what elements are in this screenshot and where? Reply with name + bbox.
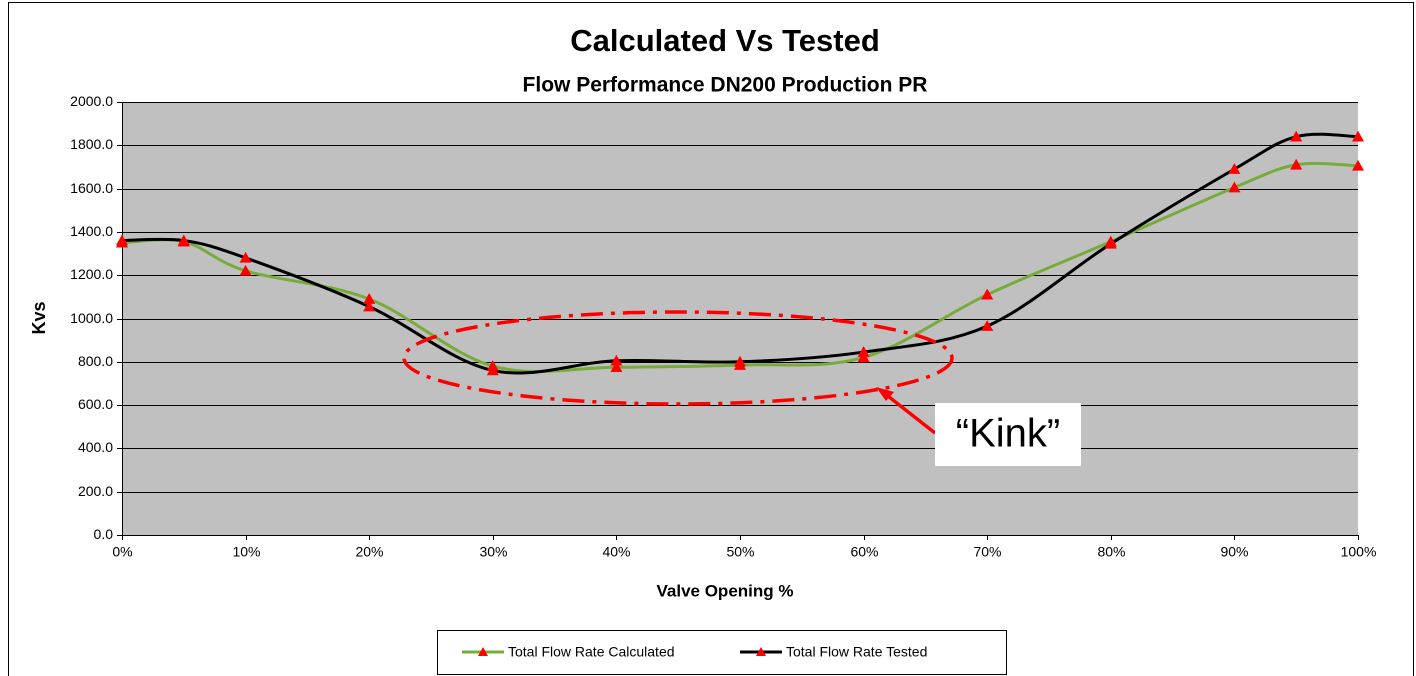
grid: 0.0 200.0 400.0 600.0 800.0 1000.0 1200.0 1400.… xyxy=(70,93,1376,560)
y-tick-label: 0.0 xyxy=(94,526,114,542)
legend-marker xyxy=(478,647,488,656)
y-tick-label: 200.0 xyxy=(78,483,113,499)
y-tick-label: 1400.0 xyxy=(70,223,113,239)
marker xyxy=(239,264,252,276)
marker xyxy=(1352,130,1364,142)
marker xyxy=(1104,237,1117,249)
marker xyxy=(734,355,746,367)
y-tick-label: 400.0 xyxy=(78,439,113,455)
chart-title: Calculated Vs Tested xyxy=(570,23,880,58)
annotation-box xyxy=(935,403,1081,466)
marker xyxy=(981,288,994,300)
frame xyxy=(8,2,1414,676)
lines xyxy=(116,130,1364,376)
marker xyxy=(610,361,623,373)
legend-marker xyxy=(756,647,766,656)
marker xyxy=(177,234,190,246)
marker xyxy=(363,293,376,304)
marker xyxy=(981,320,994,331)
y-tick-label: 2000.0 xyxy=(70,93,113,109)
x-tick-label: 40% xyxy=(602,544,630,560)
marker xyxy=(486,364,499,376)
x-tick-label: 10% xyxy=(232,544,260,560)
marker xyxy=(1290,158,1303,170)
y-tick-label: 1000.0 xyxy=(70,310,113,326)
x-tick-label: 30% xyxy=(479,544,507,560)
x-tick-label: 100% xyxy=(1341,544,1377,560)
marker xyxy=(1228,181,1241,193)
marker xyxy=(1352,159,1364,171)
legend-box xyxy=(437,630,1007,675)
y-tick-label: 1800.0 xyxy=(70,136,113,152)
y-tick-label: 800.0 xyxy=(78,353,113,369)
x-tick-label: 60% xyxy=(850,544,878,560)
plot-area xyxy=(122,102,1358,535)
marker xyxy=(857,351,870,363)
kink-ellipse xyxy=(402,310,954,406)
marker xyxy=(363,300,376,312)
marker xyxy=(857,346,870,357)
legend: Total Flow Rate Calculated Total Flow Rat… xyxy=(462,644,927,660)
x-tick-label: 70% xyxy=(973,544,1001,560)
x-tick-label: 20% xyxy=(355,544,383,560)
y-tick-label: 1600.0 xyxy=(70,180,113,196)
legend-label: Total Flow Rate Calculated xyxy=(508,644,675,660)
marker xyxy=(1228,163,1241,174)
marker xyxy=(610,354,623,366)
x-tick-label: 90% xyxy=(1220,544,1248,560)
chart-subtitle: Flow Performance DN200 Production PR xyxy=(523,74,928,97)
x-tick-label: 0% xyxy=(112,544,132,560)
y-axis-label: Kvs xyxy=(29,301,49,334)
y-tick-label: 600.0 xyxy=(78,396,113,412)
x-tick-label: 80% xyxy=(1097,544,1125,560)
marker xyxy=(1290,130,1303,142)
legend-label: Total Flow Rate Tested xyxy=(786,644,927,660)
x-axis-label: Valve Opening % xyxy=(657,581,794,600)
kink-arrowhead xyxy=(876,387,894,401)
annotation: “Kink” xyxy=(956,412,1060,456)
x-tick-label: 50% xyxy=(726,544,754,560)
marker xyxy=(116,234,128,246)
y-tick-label: 1200.0 xyxy=(70,266,113,282)
marker xyxy=(239,251,252,263)
kink-arrow xyxy=(882,391,937,435)
